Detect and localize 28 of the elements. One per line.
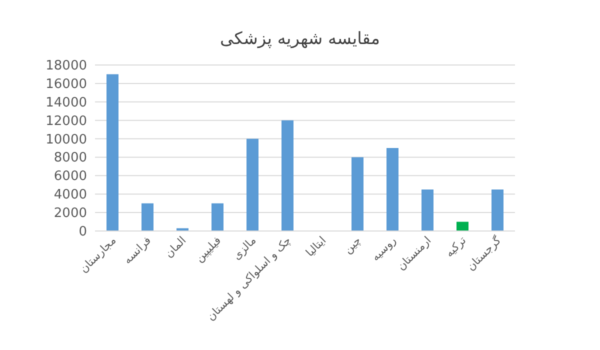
bar: [106, 74, 118, 231]
x-tick-label: فیلیپین: [192, 234, 224, 265]
bar: [246, 138, 258, 231]
x-tick-label: المان: [162, 234, 189, 260]
y-tick-label: 10000: [46, 132, 87, 148]
x-tick-label: ایتالیا: [303, 234, 329, 260]
y-tick-label: 18000: [46, 58, 87, 74]
bar: [142, 203, 154, 231]
bar: [352, 157, 364, 231]
bar: [282, 120, 294, 231]
bar: [492, 190, 504, 231]
x-tick-label: چین: [341, 234, 364, 256]
x-tick-label: روسیه: [368, 234, 399, 264]
x-tick-label: فرانسه: [120, 234, 154, 267]
bar: [386, 148, 398, 231]
bar: [176, 228, 188, 231]
chart-title: مقایسه شهریه پزشکی: [220, 29, 380, 49]
y-tick-label: 2000: [54, 206, 87, 222]
y-tick-label: 16000: [46, 76, 87, 92]
y-tick-label: 12000: [46, 114, 87, 129]
y-tick-label: 8000: [54, 150, 87, 166]
y-tick-label: 14000: [46, 95, 87, 110]
y-tick-label: 4000: [54, 188, 87, 203]
bar: [456, 222, 468, 231]
y-tick-label: 6000: [54, 169, 87, 184]
y-tick-label: 0: [78, 224, 87, 240]
bar: [422, 190, 434, 231]
bar: [212, 203, 224, 231]
